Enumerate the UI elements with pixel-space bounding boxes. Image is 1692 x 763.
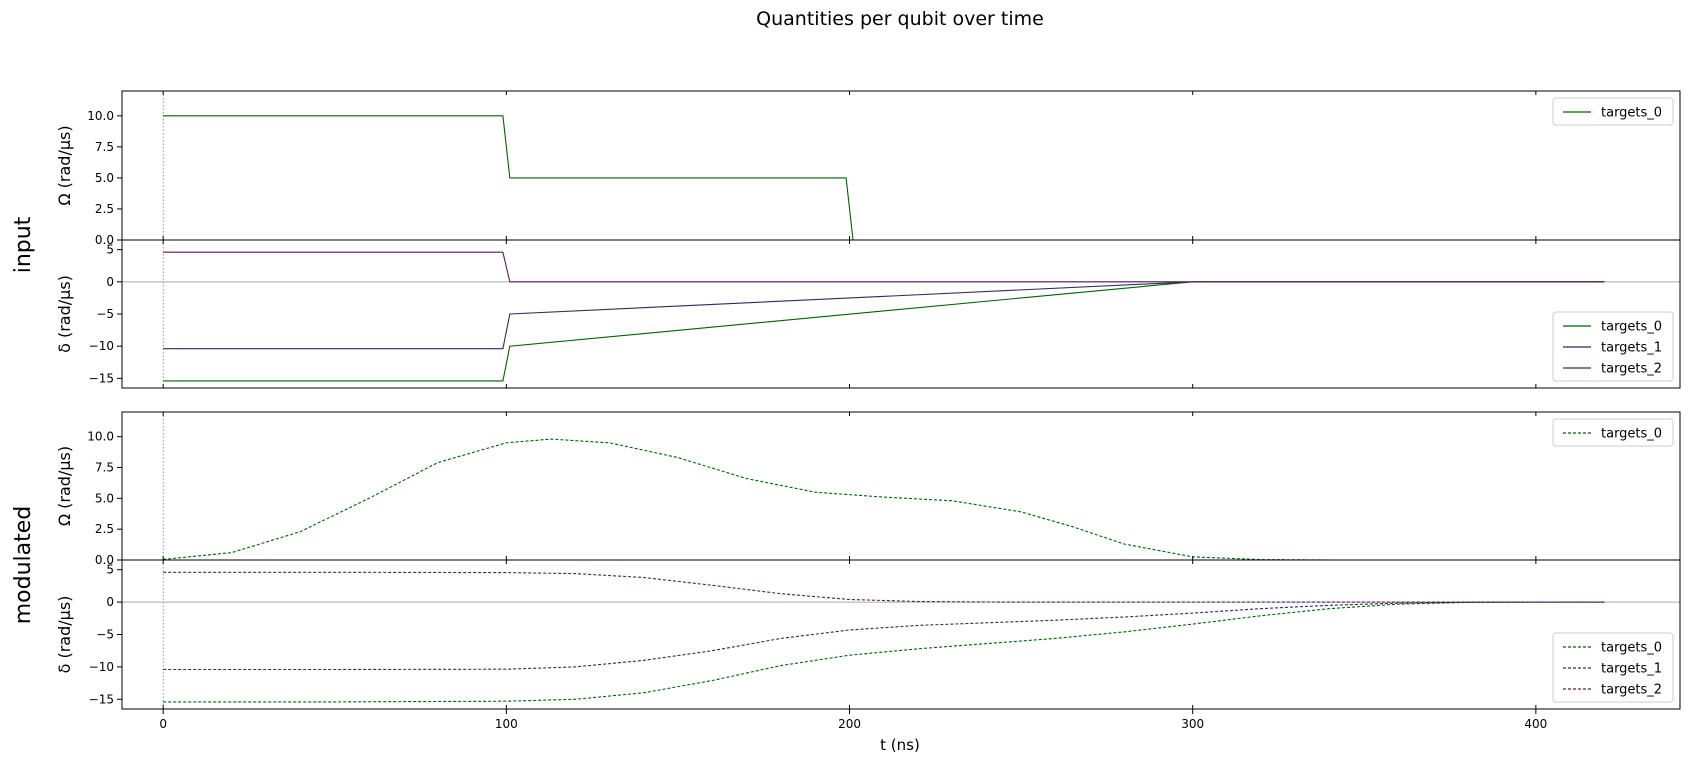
series-line-targets_0 [163, 115, 1605, 241]
x-tick-label: 300 [1181, 717, 1204, 731]
legend: targets_0 targets_1 targets_2 [1552, 311, 1674, 382]
y-tick-label: −10 [89, 660, 114, 674]
axes-frame [121, 411, 1681, 561]
legend-box [1552, 418, 1674, 447]
group-label-input: input [11, 216, 36, 273]
legend-entry-targets_0: targets_0 [1601, 427, 1662, 442]
legend-entry-targets_0: targets_0 [1601, 641, 1662, 656]
y-tick-label: −5 [96, 628, 114, 642]
legend-box [1552, 97, 1674, 126]
y-tick-label: −15 [89, 371, 114, 385]
legend-entry-targets_1: targets_1 [1601, 341, 1662, 356]
legend-entry-targets_2: targets_2 [1601, 683, 1662, 698]
legend-entry-targets_0: targets_0 [1601, 320, 1662, 335]
series-line-targets_1 [163, 281, 1605, 350]
y-tick-label: 0.0 [95, 553, 114, 567]
y-axis-label: Ω (rad/µs) [55, 446, 74, 526]
y-tick-label: 2.5 [95, 522, 114, 536]
series-line-targets_2 [163, 571, 1605, 603]
legend: targets_0 targets_1 targets_2 [1552, 632, 1674, 703]
y-axis-label: δ (rad/µs) [55, 275, 74, 353]
x-tick-label: 400 [1524, 717, 1547, 731]
y-axis-label: δ (rad/µs) [55, 596, 74, 674]
legend-box [1552, 311, 1674, 382]
legend-box [1552, 632, 1674, 703]
legend-entry-targets_0: targets_0 [1601, 106, 1662, 121]
y-tick-label: 10.0 [87, 430, 114, 444]
series-line-targets_2 [163, 251, 1605, 283]
x-axis-label: t (ns) [880, 736, 920, 754]
y-tick-label: 5 [106, 243, 114, 257]
series-line-targets_0 [163, 438, 1605, 561]
y-tick-label: 5.0 [95, 171, 114, 185]
x-tick-label: 200 [838, 717, 861, 731]
y-axis-label: Ω (rad/µs) [55, 125, 74, 205]
plot-area: 0.0 2.5 5.0 7.5 10.0 Ω (rad/µs) targets_0 −15 −1… [55, 90, 1681, 731]
y-tick-label: 0 [106, 275, 114, 289]
y-tick-label: 7.5 [95, 140, 114, 154]
y-tick-label: −15 [89, 692, 114, 706]
y-tick-label: 0 [106, 595, 114, 609]
y-tick-label: 2.5 [95, 202, 114, 216]
subplot-0: 0.0 2.5 5.0 7.5 10.0 Ω (rad/µs) targets_0 [55, 90, 1681, 247]
group-label-modulated: modulated [11, 506, 36, 625]
figure-title: Quantities per qubit over time [756, 8, 1044, 30]
x-tick-label: 100 [495, 717, 518, 731]
y-tick-label: −10 [89, 339, 114, 353]
legend: targets_0 [1552, 97, 1674, 126]
axes-frame [121, 90, 1681, 241]
series-line-targets_1 [163, 601, 1605, 671]
y-tick-label: 5.0 [95, 491, 114, 505]
legend: targets_0 [1552, 418, 1674, 447]
legend-entry-targets_2: targets_2 [1601, 362, 1662, 377]
y-tick-label: 0.0 [95, 233, 114, 247]
y-tick-label: 5 [106, 563, 114, 577]
y-tick-label: −5 [96, 307, 114, 321]
subplot-2: 0.0 2.5 5.0 7.5 10.0 Ω (rad/µs) targets_0 [55, 411, 1681, 567]
series-line-targets_0 [163, 601, 1605, 703]
x-tick-label: 0 [159, 717, 167, 731]
y-tick-label: 7.5 [95, 461, 114, 475]
legend-entry-targets_1: targets_1 [1601, 662, 1662, 677]
axes-frame [121, 239, 1681, 389]
axes-frame [121, 559, 1681, 710]
y-tick-label: 10.0 [87, 109, 114, 123]
